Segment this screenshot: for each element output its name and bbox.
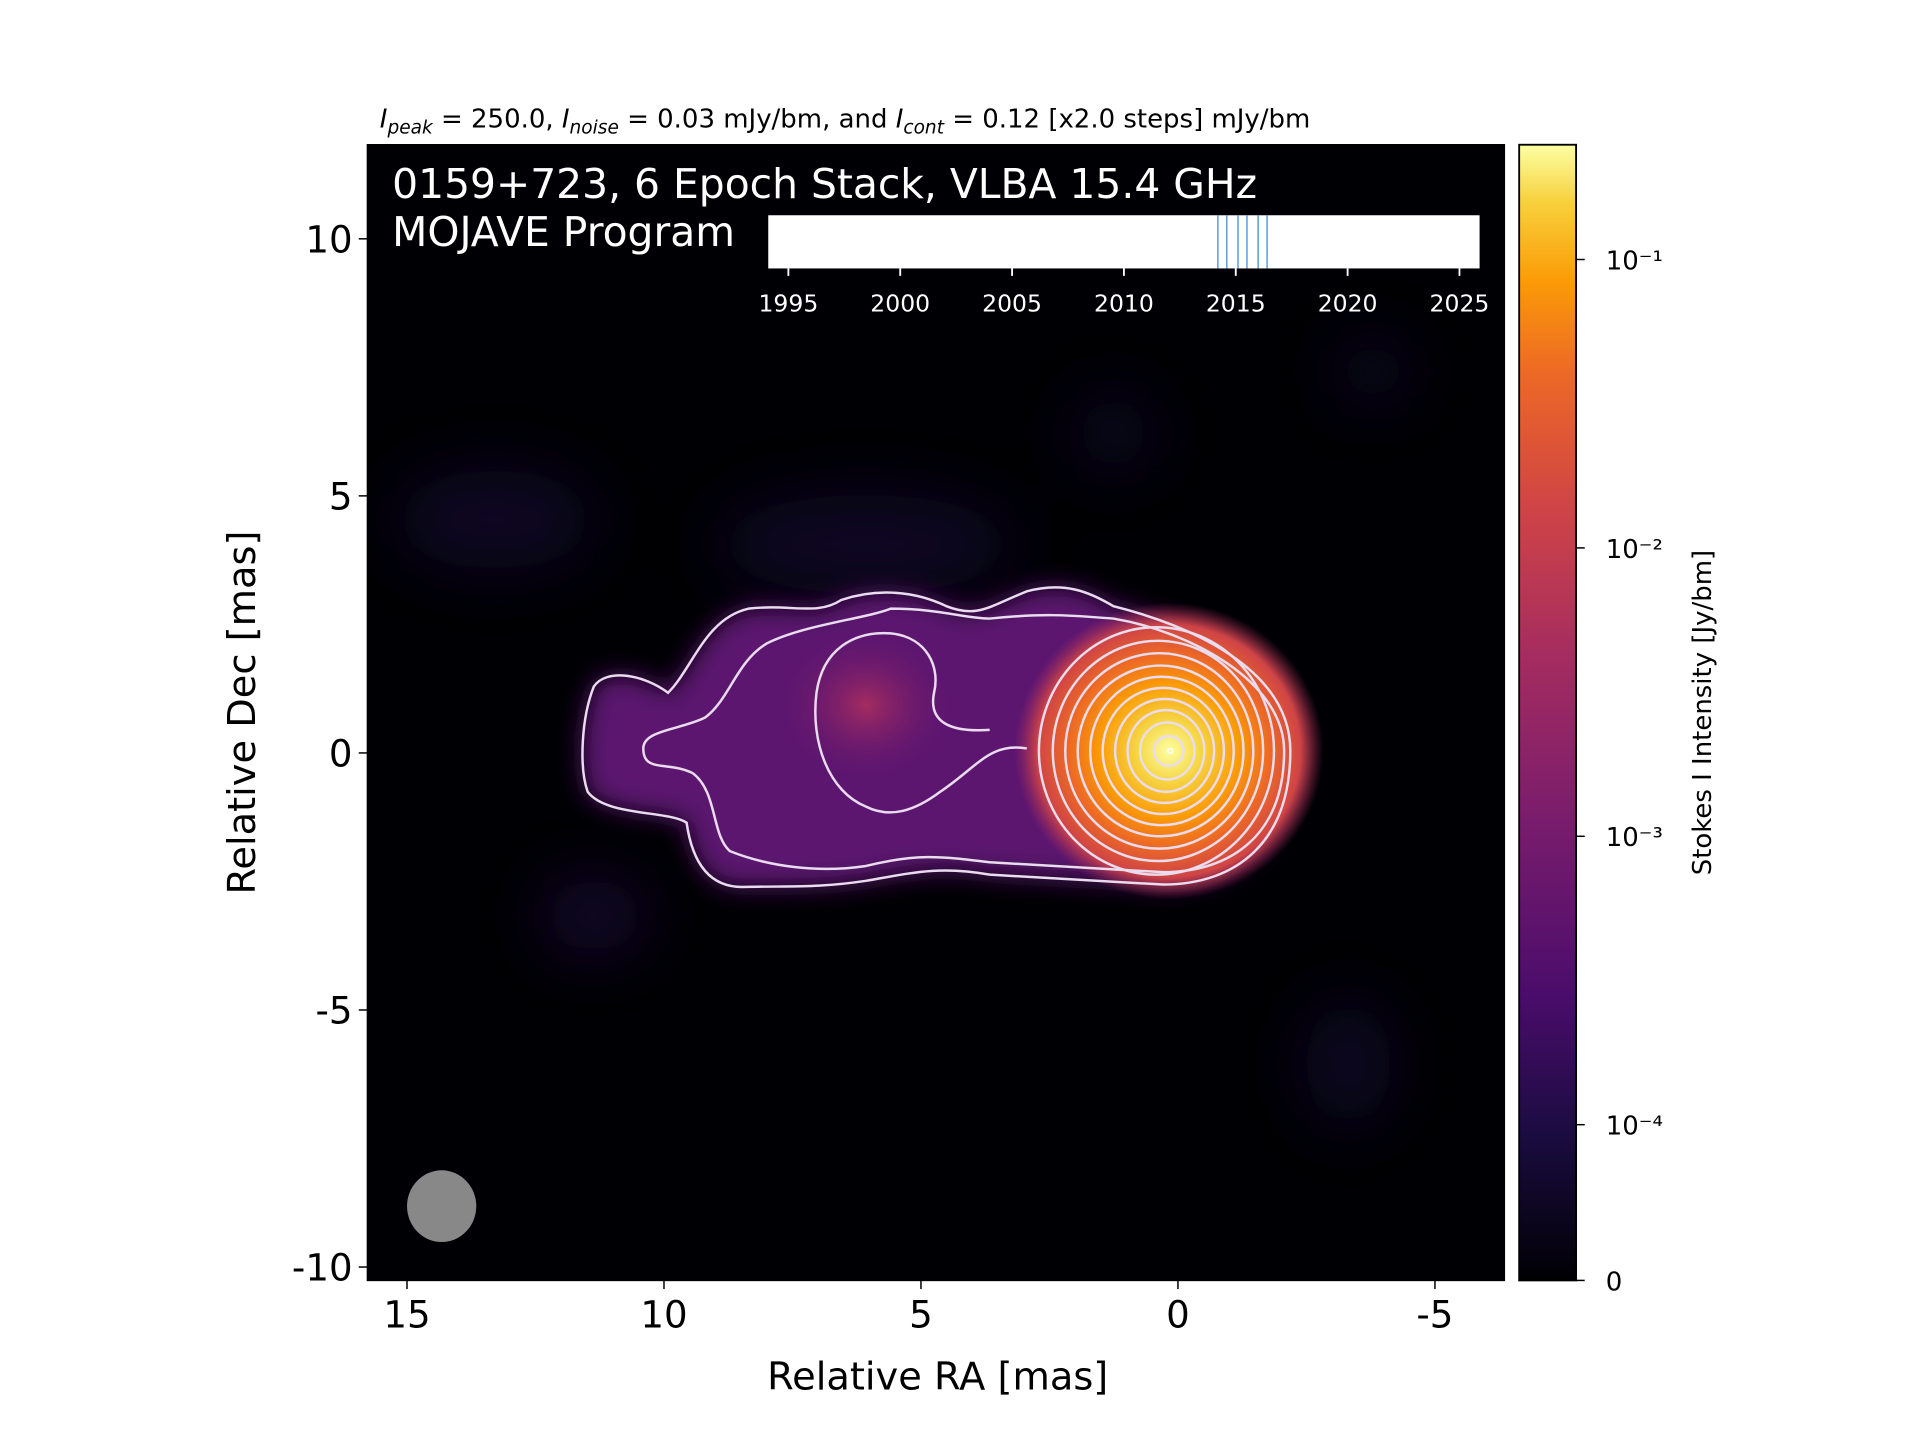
contour (1051, 639, 1265, 863)
colorbar-tick-label: 10⁻³ (1606, 823, 1663, 853)
epoch-inset-marks: 1995 2000 2005 2010 2015 2020 2025 (758, 215, 1490, 318)
y-tick-label: -10 (292, 1247, 353, 1290)
contour (1113, 697, 1216, 805)
core-emission (1014, 602, 1324, 900)
contour (1076, 664, 1245, 838)
core-contours (1037, 625, 1276, 876)
y-tick-label: 5 (329, 475, 353, 518)
inset-tick-label: 1995 (758, 290, 818, 318)
contour (1088, 675, 1235, 827)
axes-frame (366, 143, 1506, 1282)
subtitle: Ipeak = 250.0, Inoise = 0.03 mJy/bm, and… (380, 104, 1311, 138)
y-tick-label: -5 (316, 990, 353, 1033)
contours (581, 586, 1292, 889)
x-tick-label: -5 (1416, 1293, 1453, 1336)
peak-contour (1167, 747, 1174, 755)
axes-ticks: 15 10 5 0 -5 10 5 0 -5 -10 0 10⁻⁴ 10⁻³ 10⁻² 10⁻¹ (292, 218, 1663, 1336)
subtitle-part: peak (386, 118, 434, 139)
contour (1152, 734, 1185, 768)
contour (1138, 721, 1196, 781)
colorbar-label: Stokes I Intensity [Jy/bm] (1688, 550, 1718, 875)
x-tick-label: 5 (909, 1293, 933, 1336)
y-axis-label: Relative Dec [mas] (220, 531, 265, 895)
program-label: MOJAVE Program (392, 208, 735, 256)
colorbar-tick-label: 10⁻² (1606, 535, 1663, 565)
subtitle-part: = 0.12 [x2.0 steps] mJy/bm (944, 104, 1310, 134)
x-tick-label: 0 (1166, 1293, 1190, 1336)
x-tick-label: 15 (383, 1293, 430, 1336)
inset-tick-label: 2010 (1094, 290, 1154, 318)
y-tick-label: 10 (305, 218, 352, 261)
colorbar (1518, 143, 1578, 1282)
inset-tick-label: 2015 (1206, 290, 1266, 318)
inset-tick-label: 2025 (1430, 290, 1490, 318)
subtitle-part: = 0.03 mJy/bm, and (619, 104, 896, 134)
colorbar-tick-label: 10⁻¹ (1606, 246, 1663, 276)
colorbar-tick-label: 0 (1606, 1267, 1623, 1297)
inset-tick-label: 2020 (1318, 290, 1378, 318)
contour (1037, 625, 1276, 876)
image: 0159+723, 6 Epoch Stack, VLBA 15.4 GHz M… (367, 144, 1505, 1281)
subtitle-part: I (896, 104, 904, 134)
inset-tick-label: 2000 (870, 290, 930, 318)
x-axis-label: Relative RA [mas] (767, 1354, 1108, 1399)
subtitle-part: noise (570, 118, 619, 139)
contour (1064, 651, 1255, 850)
colorbar-tick-label: 10⁻⁴ (1606, 1112, 1663, 1142)
beam (407, 1170, 477, 1243)
epoch-inset (768, 215, 1480, 269)
x-tick-label: 10 (640, 1293, 687, 1336)
subtitle-part: I (562, 104, 570, 134)
chart-title: 0159+723, 6 Epoch Stack, VLBA 15.4 GHz (392, 160, 1257, 208)
subtitle-part: cont (903, 118, 944, 139)
subtitle-part: = 250.0, (433, 104, 562, 134)
inset-tick-label: 2005 (982, 290, 1042, 318)
noise (395, 340, 1411, 1126)
contour (1126, 708, 1206, 793)
contour (1101, 686, 1226, 816)
y-tick-label: 0 (329, 733, 353, 776)
subtitle-part: I (380, 104, 388, 134)
